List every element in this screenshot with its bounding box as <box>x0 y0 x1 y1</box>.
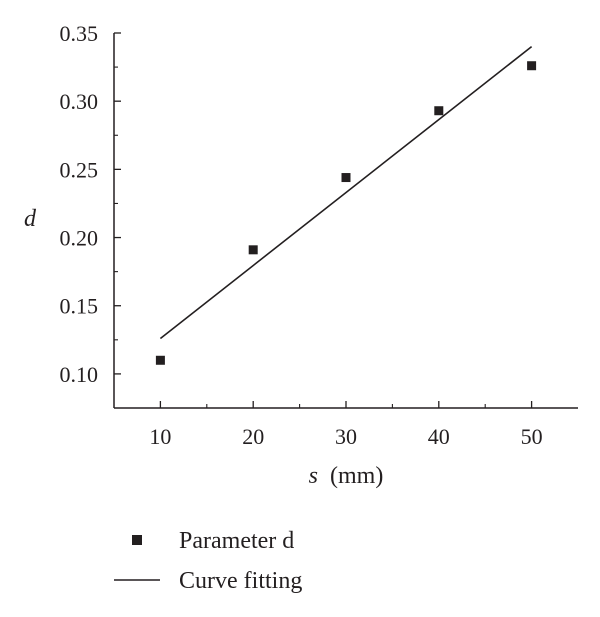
data-point <box>155 355 165 365</box>
y-tick-label: 0.15 <box>60 294 99 319</box>
x-tick-label: 50 <box>521 424 543 449</box>
x-tick-label: 20 <box>242 424 264 449</box>
legend-marker-parameter-d <box>132 535 142 545</box>
y-tick-label: 0.25 <box>60 157 99 182</box>
x-axis-label-var: s <box>309 463 318 489</box>
legend-label-parameter-d: Parameter d <box>179 528 294 554</box>
y-tick-label: 0.10 <box>60 362 99 387</box>
ticks <box>114 32 533 408</box>
y-tick-label: 0.35 <box>60 21 99 46</box>
y-axis-label: d <box>24 206 37 232</box>
fit-line <box>159 46 533 340</box>
data-point <box>527 61 537 71</box>
data-point <box>434 106 444 116</box>
legend-label-curve-fitting: Curve fitting <box>179 568 302 594</box>
legend: Parameter d Curve fitting <box>114 528 302 594</box>
y-tick-label: 0.20 <box>60 226 99 251</box>
x-tick-label: 40 <box>428 424 450 449</box>
fit-line-group <box>159 46 533 340</box>
tick-labels: 0.10 0.15 0.20 0.25 0.30 0.35 10 20 30 40 50 <box>60 21 543 449</box>
data-point <box>248 245 258 255</box>
points-group <box>155 61 537 365</box>
y-tick-label: 0.30 <box>60 89 99 114</box>
x-axis-label: s (mm) <box>309 463 384 489</box>
x-axis-label-unit: (mm) <box>330 463 383 489</box>
x-tick-label: 10 <box>149 424 171 449</box>
data-point <box>341 173 351 183</box>
x-tick-label: 30 <box>335 424 357 449</box>
axes <box>113 33 578 409</box>
